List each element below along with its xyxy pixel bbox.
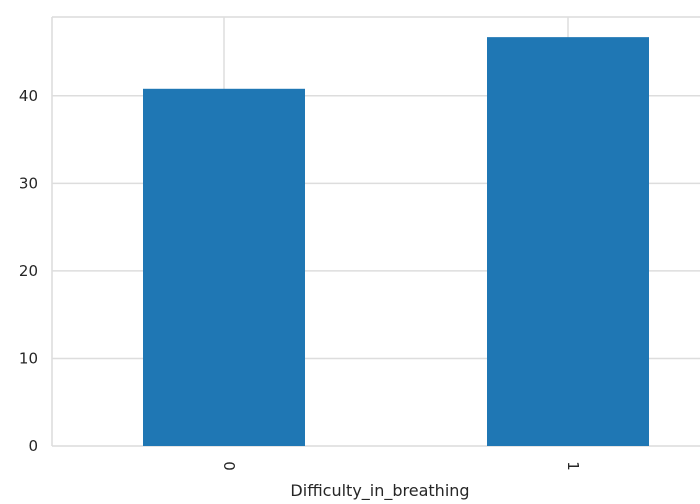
y-axis-ticks: 0 10 20 30 40 — [19, 87, 38, 455]
y-tick-label: 30 — [19, 174, 38, 192]
y-tick-label: 0 — [28, 437, 38, 455]
bar-0 — [143, 88, 305, 446]
x-tick-label: 1 — [564, 461, 582, 471]
bar-1 — [487, 37, 649, 447]
x-tick-label: 0 — [220, 461, 238, 471]
plot-area — [51, 16, 700, 447]
bars — [143, 37, 649, 447]
y-tick-label: 10 — [19, 349, 38, 367]
y-tick-label: 20 — [19, 262, 38, 280]
y-tick-label: 40 — [19, 87, 38, 105]
x-axis-label: Difficulty_in_breathing — [290, 481, 469, 501]
